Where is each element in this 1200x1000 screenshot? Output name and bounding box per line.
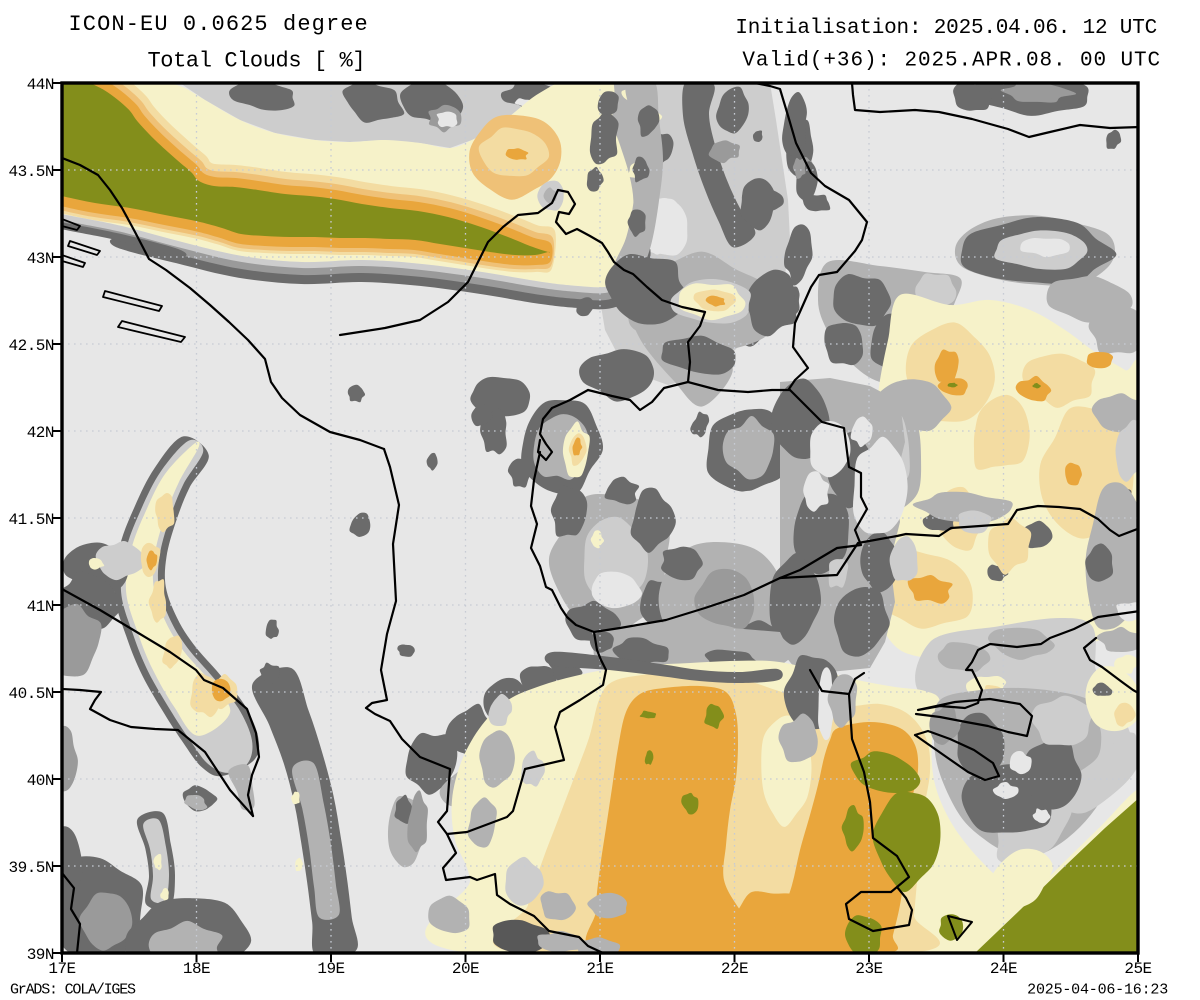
svg-text:GrADS: COLA/IGES: GrADS: COLA/IGES (10, 982, 136, 999)
svg-text:39.5N: 39.5N (8, 859, 54, 877)
svg-text:ICON-EU 0.0625 degree: ICON-EU 0.0625 degree (69, 12, 369, 37)
svg-text:19E: 19E (317, 960, 344, 978)
svg-text:17E: 17E (48, 960, 75, 978)
svg-text:44N: 44N (27, 76, 54, 94)
svg-text:24E: 24E (990, 960, 1017, 978)
svg-text:43.5N: 43.5N (8, 163, 54, 181)
svg-text:41.5N: 41.5N (8, 511, 54, 529)
svg-text:Initialisation: 2025.04.06. 12: Initialisation: 2025.04.06. 12 UTC (735, 17, 1157, 40)
svg-text:20E: 20E (452, 960, 479, 978)
svg-text:25E: 25E (1124, 960, 1151, 978)
svg-text:40N: 40N (27, 772, 54, 790)
svg-text:Valid(+36): 2025.APR.08. 00 UT: Valid(+36): 2025.APR.08. 00 UTC (742, 50, 1161, 73)
svg-text:42.5N: 42.5N (8, 337, 54, 355)
svg-text:39N: 39N (27, 946, 54, 964)
svg-text:21E: 21E (586, 960, 613, 978)
svg-text:2025-04-06-16:23: 2025-04-06-16:23 (1027, 982, 1168, 999)
svg-text:43N: 43N (27, 250, 54, 268)
svg-text:40.5N: 40.5N (8, 685, 54, 703)
svg-text:18E: 18E (183, 960, 210, 978)
svg-text:23E: 23E (855, 960, 882, 978)
svg-text:Total Clouds [ %]: Total Clouds [ %] (148, 49, 366, 74)
svg-text:41N: 41N (27, 598, 54, 616)
svg-text:42N: 42N (27, 424, 54, 442)
svg-text:22E: 22E (721, 960, 748, 978)
